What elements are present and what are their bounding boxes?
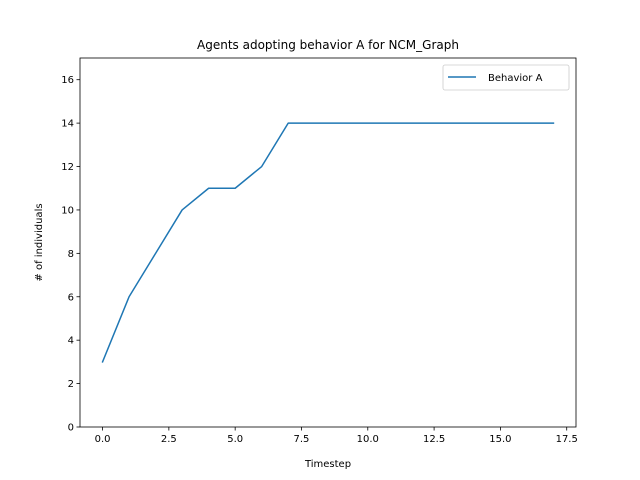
x-tick-label: 17.5 xyxy=(556,434,578,445)
x-tick-label: 5.0 xyxy=(227,434,243,445)
x-tick-label: 7.5 xyxy=(294,434,310,445)
legend: Behavior A xyxy=(442,64,570,91)
y-tick-label: 0 xyxy=(68,423,74,434)
x-tick-label: 12.5 xyxy=(423,434,445,445)
y-tick-label: 4 xyxy=(68,336,74,347)
y-tick-label: 14 xyxy=(61,119,74,130)
x-tick-label: 2.5 xyxy=(161,434,177,445)
y-tick-label: 12 xyxy=(61,162,74,173)
legend-box xyxy=(442,64,570,91)
y-axis-label: # of individuals xyxy=(34,203,45,281)
series-line-behavior-a xyxy=(101,122,555,363)
y-tick-label: 8 xyxy=(68,249,74,260)
chart-title: Agents adopting behavior A for NCM_Graph xyxy=(197,38,459,52)
plot-area xyxy=(79,57,577,428)
x-tick-label: 15.0 xyxy=(489,434,511,445)
axes-frame xyxy=(79,57,577,428)
y-tick-label: 2 xyxy=(68,379,74,390)
y-tick-label: 10 xyxy=(61,205,74,216)
x-axis-label: Timestep xyxy=(304,459,351,470)
legend-label-behavior-a: Behavior A xyxy=(488,73,543,84)
y-axis-ticks: 0 2 4 6 8 10 12 14 16 xyxy=(61,75,80,434)
x-axis-ticks: 0.0 2.5 5.0 7.5 10.0 12.5 15.0 17.5 xyxy=(95,427,578,445)
y-tick-label: 16 xyxy=(61,75,74,86)
y-tick-label: 6 xyxy=(68,292,74,303)
x-tick-label: 0.0 xyxy=(95,434,111,445)
series-layer xyxy=(101,122,555,363)
x-tick-label: 10.0 xyxy=(357,434,379,445)
